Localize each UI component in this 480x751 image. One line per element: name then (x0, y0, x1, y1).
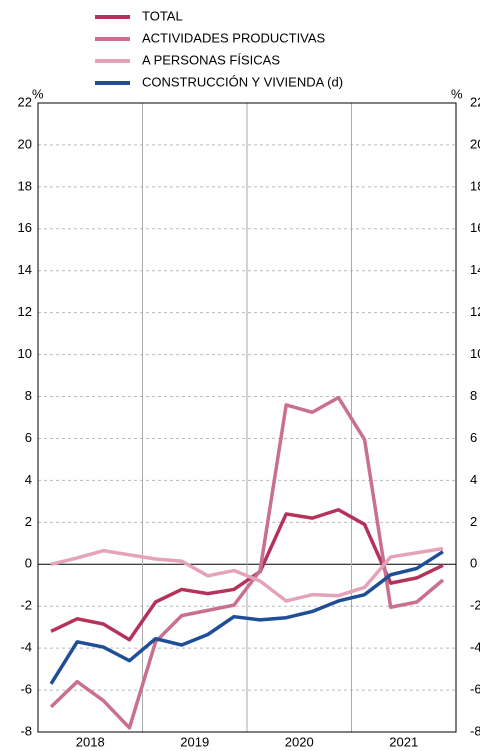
y2-tick-label: 14 (470, 262, 480, 277)
y2-tick-label: -4 (470, 640, 480, 655)
left-unit: % (32, 86, 44, 101)
y-tick-label: -8 (20, 723, 32, 738)
x-group-label: 2019 (180, 734, 209, 749)
y-tick-label: 12 (18, 304, 32, 319)
legend-label: CONSTRUCCIÓN Y VIVIENDA (d) (142, 74, 343, 89)
y-tick-label: 22 (18, 94, 32, 109)
y-tick-label: 0 (25, 556, 32, 571)
y-tick-label: 2 (25, 514, 32, 529)
y2-tick-label: 8 (470, 388, 477, 403)
y-tick-label: 10 (18, 346, 32, 361)
legend-label: A PERSONAS FÍSICAS (142, 52, 280, 67)
y2-tick-label: 2 (470, 514, 477, 529)
plot-frame (37, 102, 457, 733)
y-tick-label: 4 (25, 472, 32, 487)
y-tick-label: -4 (20, 640, 32, 655)
y-tick-label: 16 (18, 220, 32, 235)
y2-tick-label: 20 (470, 136, 480, 151)
x-group-label: 2021 (389, 734, 418, 749)
y-tick-label: 20 (18, 136, 32, 151)
y2-tick-label: 10 (470, 346, 480, 361)
y2-tick-label: 6 (470, 430, 477, 445)
y-tick-label: -2 (20, 598, 32, 613)
series-line (50, 508, 444, 642)
y2-tick-label: 12 (470, 304, 480, 319)
y2-tick-label: -8 (470, 723, 480, 738)
y2-tick-label: -2 (470, 598, 480, 613)
series-line (49, 550, 444, 685)
y-tick-label: 6 (25, 430, 32, 445)
y-tick-label: 8 (25, 388, 32, 403)
y2-tick-label: -6 (470, 682, 480, 697)
y2-tick-label: 0 (470, 556, 477, 571)
y-tick-label: 14 (18, 262, 32, 277)
series-line (50, 546, 444, 603)
y-tick-label: 18 (18, 178, 32, 193)
y2-tick-label: 4 (470, 472, 477, 487)
legend-label: ACTIVIDADES PRODUCTIVAS (142, 30, 326, 45)
x-group-label: 2020 (285, 734, 314, 749)
right-unit: % (451, 86, 463, 101)
legend-label: TOTAL (142, 8, 183, 23)
y2-tick-label: 18 (470, 178, 480, 193)
series-line (49, 395, 445, 730)
x-group-label: 2018 (76, 734, 105, 749)
y2-tick-label: 22 (470, 94, 480, 109)
y2-tick-label: 16 (470, 220, 480, 235)
y-tick-label: -6 (20, 682, 32, 697)
